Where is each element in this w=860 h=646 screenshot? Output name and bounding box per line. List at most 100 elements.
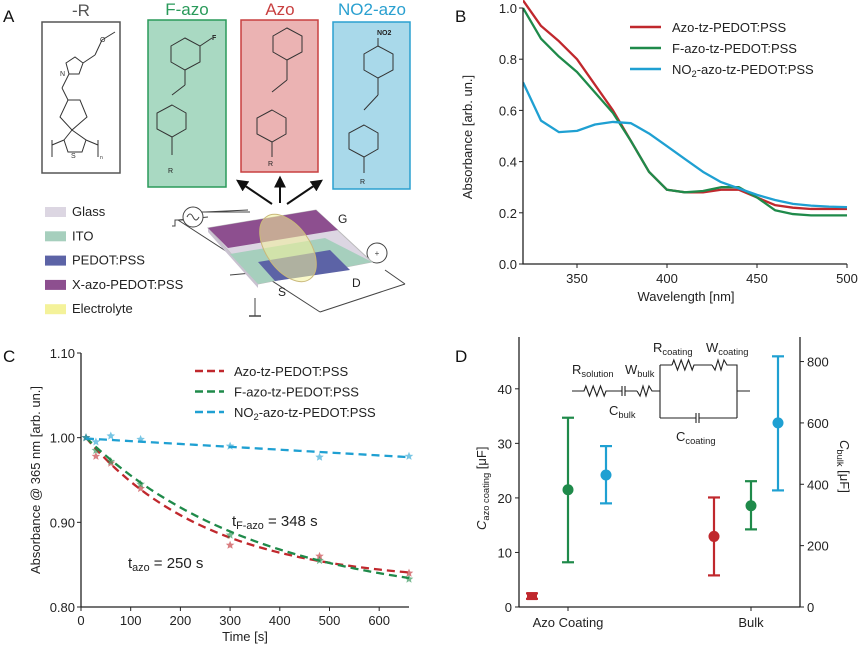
text-rest: -azo-tz-PEDOT:PSS bbox=[697, 62, 814, 77]
voltage-source-icon bbox=[366, 242, 388, 264]
y-tick-label: 0.4 bbox=[499, 155, 517, 170]
text-subscript: coating bbox=[718, 347, 748, 357]
legend-swatch bbox=[45, 207, 66, 217]
text-subscript: bulk bbox=[835, 449, 845, 466]
capacitor-bulk bbox=[621, 386, 637, 396]
atom-s: S bbox=[71, 153, 76, 160]
structure-title-f-azo: F-azo bbox=[165, 0, 208, 19]
category-label: Azo Coating bbox=[533, 615, 604, 630]
panel-label-a: A bbox=[3, 7, 15, 26]
x-tick-label: 300 bbox=[219, 613, 241, 628]
data-point-circle bbox=[708, 530, 720, 542]
x-tick-label: 200 bbox=[170, 613, 192, 628]
azo-structure bbox=[256, 27, 303, 157]
x-tick-label: 600 bbox=[368, 613, 390, 628]
device-schematic: + bbox=[172, 206, 406, 317]
text-rest: [μF] bbox=[837, 467, 852, 493]
data-point-star bbox=[404, 568, 414, 577]
text-main: C bbox=[676, 429, 685, 444]
text-main: NO bbox=[234, 405, 254, 420]
w-bulk-label: Wbulk bbox=[625, 362, 655, 379]
w-coating-label: Wcoating bbox=[706, 340, 748, 357]
panel-a: A -R O N S n F-azo F R Azo bbox=[3, 0, 411, 317]
series-line-2 bbox=[523, 81, 848, 209]
legend-label: Electrolyte bbox=[72, 301, 133, 316]
y-axis-label: Absorbance @ 365 nm [arb. un.] bbox=[28, 386, 43, 574]
text-subscript: azo bbox=[132, 562, 149, 574]
data-point-circle bbox=[600, 469, 612, 481]
text-subscript: azo coating bbox=[481, 473, 491, 521]
y-tick-label-left: 40 bbox=[498, 382, 512, 397]
data-point-star bbox=[136, 484, 145, 493]
y-tick-label-left: 10 bbox=[498, 545, 512, 560]
f-azo-structure bbox=[156, 37, 213, 155]
data-point-star bbox=[315, 555, 324, 565]
y-tick-label-right: 400 bbox=[807, 477, 829, 492]
r-solution-label: Rsolution bbox=[572, 362, 614, 379]
legend-label: ITO bbox=[72, 228, 93, 243]
structure-title-no2-azo: NO2-azo bbox=[338, 0, 406, 19]
y-tick-label: 0.80 bbox=[50, 600, 75, 615]
y-tick-label-left: 0 bbox=[505, 600, 512, 615]
legend-label: PEDOT:PSS bbox=[72, 253, 145, 268]
azo-r: R bbox=[268, 161, 273, 168]
category-label: Bulk bbox=[738, 615, 764, 630]
text-main: NO bbox=[672, 62, 692, 77]
y-tick-label-left: 20 bbox=[498, 491, 512, 506]
tau-azo-annotation: tazo = 250 s bbox=[128, 555, 203, 574]
c-coating-label: Ccoating bbox=[676, 429, 716, 446]
data-point-square bbox=[527, 592, 537, 601]
equivalent-circuit-inset bbox=[572, 358, 750, 423]
text-rest: [μF] bbox=[474, 447, 489, 473]
atom-n: N bbox=[60, 71, 65, 78]
y-tick-label-right: 600 bbox=[807, 416, 829, 431]
fit-line-1 bbox=[85, 436, 410, 580]
data-point-star bbox=[404, 451, 414, 460]
data-point-circle bbox=[772, 417, 784, 429]
drain-label: D bbox=[352, 276, 361, 290]
y-axis-label: Absorbance [arb. un.] bbox=[460, 75, 475, 199]
data-point-star bbox=[91, 451, 101, 460]
x-axis-label: Wavelength [nm] bbox=[637, 289, 734, 304]
legend-label: Azo-tz-PEDOT:PSS bbox=[234, 364, 348, 379]
x-tick-label: 500 bbox=[836, 271, 858, 286]
text-rest: = 250 s bbox=[150, 555, 204, 572]
atom-n-subscript: n bbox=[100, 155, 103, 161]
text-main: R bbox=[653, 340, 662, 355]
no2-azo-r: R bbox=[360, 179, 365, 186]
absorbance-kinetics-chart: 0.80 0.90 1.00 1.10 0 100 200 300 400 500 600 Time … bbox=[28, 346, 414, 644]
text-subscript: bulk bbox=[618, 410, 635, 420]
gate-label: G bbox=[338, 212, 347, 226]
y-tick-label: 0.6 bbox=[499, 103, 517, 118]
no2-substituent: NO2 bbox=[377, 30, 392, 37]
legend-label: F-azo-tz-PEDOT:PSS bbox=[234, 385, 359, 400]
y-axis-label-right: Cbulk [μF] bbox=[835, 440, 852, 493]
structure-box-azo bbox=[240, 19, 319, 173]
structure-title-r: -R bbox=[72, 1, 90, 20]
source-label: S bbox=[278, 285, 286, 299]
text-main: R bbox=[572, 362, 581, 377]
legend-label: Glass bbox=[72, 204, 106, 219]
svg-text:+: + bbox=[375, 249, 380, 258]
panel-label-c: C bbox=[3, 347, 15, 366]
x-tick-label: 100 bbox=[120, 613, 142, 628]
x-tick-label: 0 bbox=[77, 613, 84, 628]
fit-line-2 bbox=[85, 437, 410, 459]
warburg-bulk bbox=[636, 384, 660, 398]
y-tick-label: 0.90 bbox=[50, 515, 75, 530]
f-azo-r: R bbox=[168, 168, 173, 175]
text-main: W bbox=[706, 340, 719, 355]
x-axis-label: Time [s] bbox=[222, 629, 268, 644]
structure-box-no2-azo bbox=[332, 21, 411, 190]
y-tick-label: 0.0 bbox=[499, 257, 517, 272]
data-point-star bbox=[136, 434, 145, 443]
legend-label: NO2-azo-tz-PEDOT:PSS bbox=[672, 62, 814, 79]
y-tick-label-right: 200 bbox=[807, 539, 829, 554]
panel-label-b: B bbox=[455, 7, 466, 26]
legend-label: NO2-azo-tz-PEDOT:PSS bbox=[234, 405, 376, 422]
parallel-left bbox=[659, 364, 672, 418]
structure-box-r bbox=[41, 21, 121, 174]
legend-swatch bbox=[45, 231, 66, 242]
structure-box-f-azo bbox=[147, 19, 227, 188]
